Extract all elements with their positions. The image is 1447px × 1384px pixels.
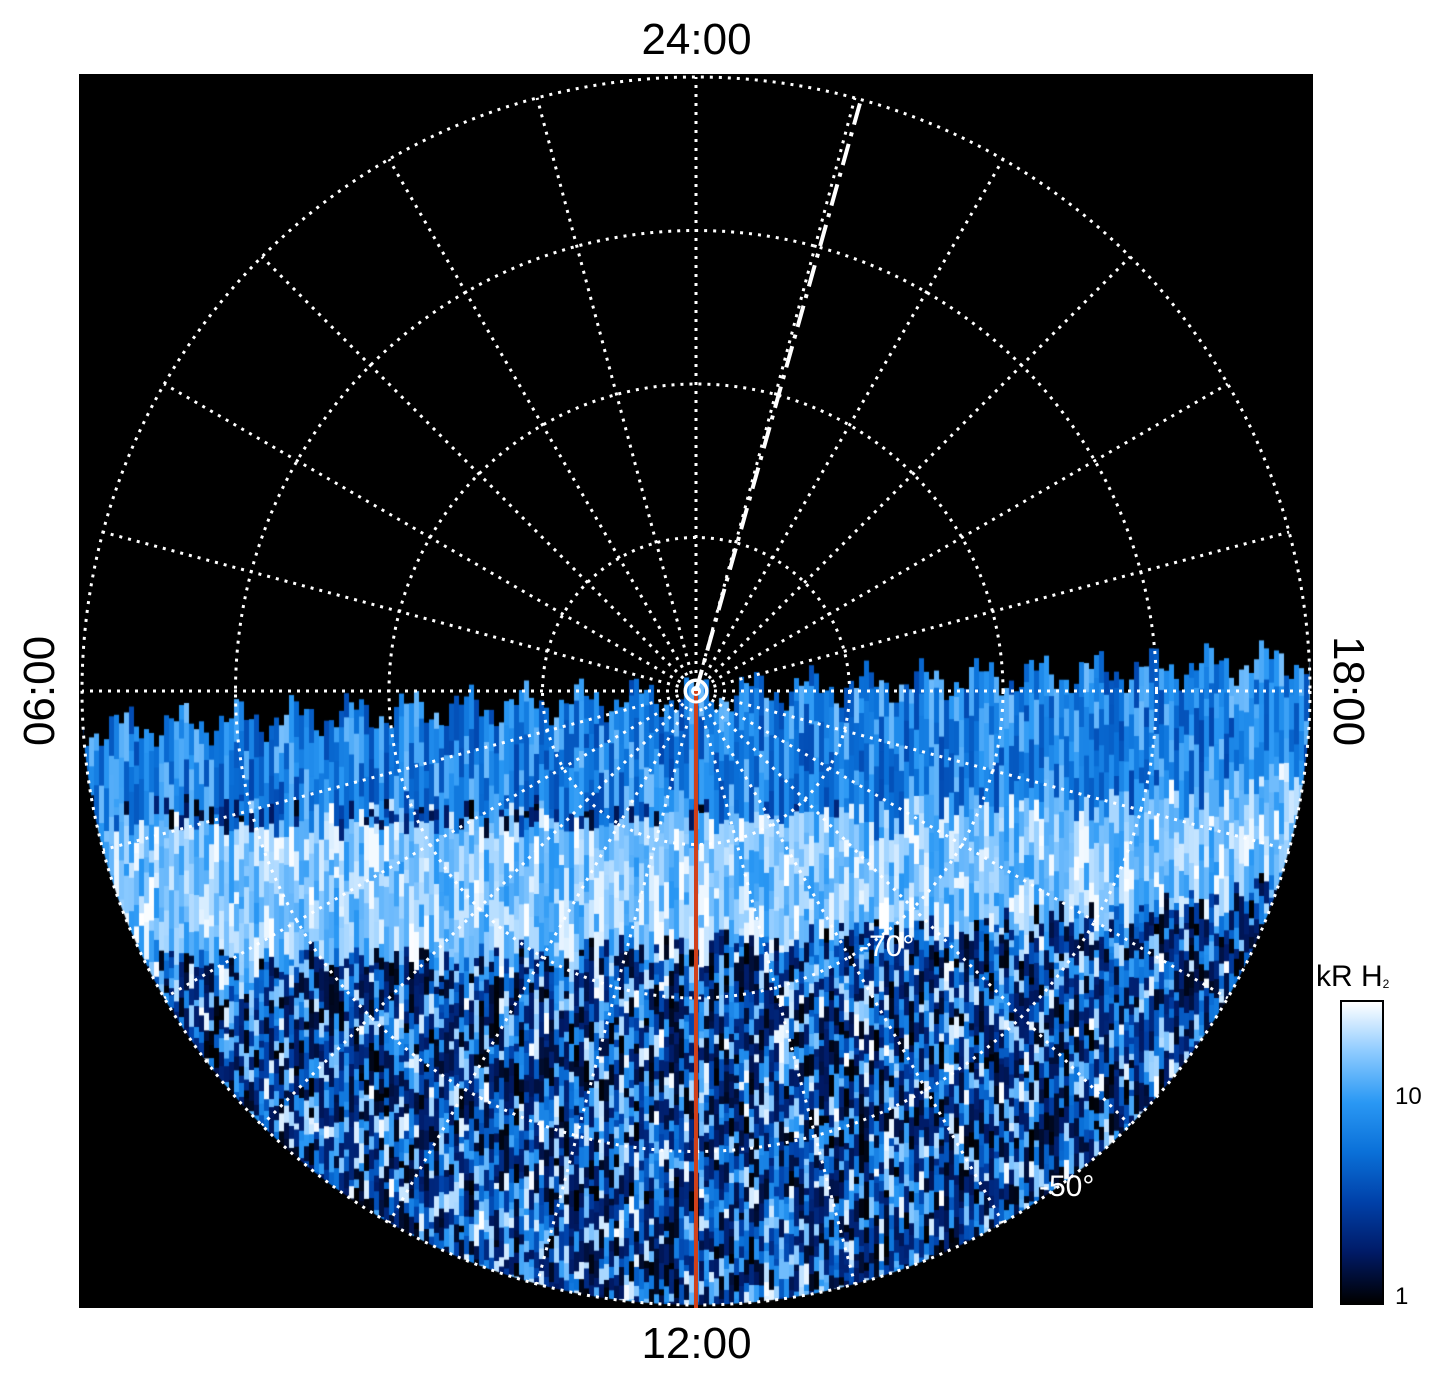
local-time-spoke: [695, 382, 1229, 693]
local-time-spoke: [163, 689, 697, 1000]
colorbar: [1340, 1000, 1384, 1305]
local-time-spoke: [694, 690, 857, 1285]
local-time-label-06: 06:00: [15, 635, 64, 747]
local-time-spoke: [102, 530, 697, 693]
local-time-spoke: [694, 689, 1132, 1127]
local-time-spoke: [535, 690, 698, 1285]
local-time-label-24: 24:00: [641, 15, 752, 64]
local-time-spoke: [260, 255, 698, 693]
local-time-spoke: [535, 97, 698, 692]
latitude-label-50: -50°: [1039, 1170, 1094, 1203]
local-time-label-18: 18:00: [1324, 635, 1373, 747]
polar-grid-overlay: -70° -50°: [80, 75, 1312, 1308]
local-time-label-12: 12:00: [641, 1319, 752, 1368]
local-time-spoke: [694, 97, 857, 692]
local-time-spoke: [694, 158, 1005, 692]
pole-marker-inner: [691, 686, 701, 696]
local-time-spoke: [694, 255, 1132, 693]
local-time-spoke: [695, 689, 1290, 852]
local-time-spoke: [102, 689, 697, 852]
latitude-label-70: -70°: [859, 930, 914, 963]
colorbar-tick-label: 1: [1395, 1283, 1409, 1310]
local-time-spoke: [387, 158, 698, 692]
local-time-spoke: [695, 689, 1229, 1000]
colorbar-title: kR H2: [1316, 960, 1390, 993]
pole-marker-outer: [683, 678, 709, 704]
local-time-spoke: [260, 689, 698, 1127]
colorbar-tick-label: 10: [1395, 1083, 1422, 1110]
local-time-spoke: [694, 690, 1005, 1224]
local-time-spoke: [387, 690, 698, 1224]
local-time-spoke: [695, 530, 1290, 693]
dash-dot-meridian-line: [694, 95, 864, 692]
local-time-spoke: [163, 382, 697, 693]
